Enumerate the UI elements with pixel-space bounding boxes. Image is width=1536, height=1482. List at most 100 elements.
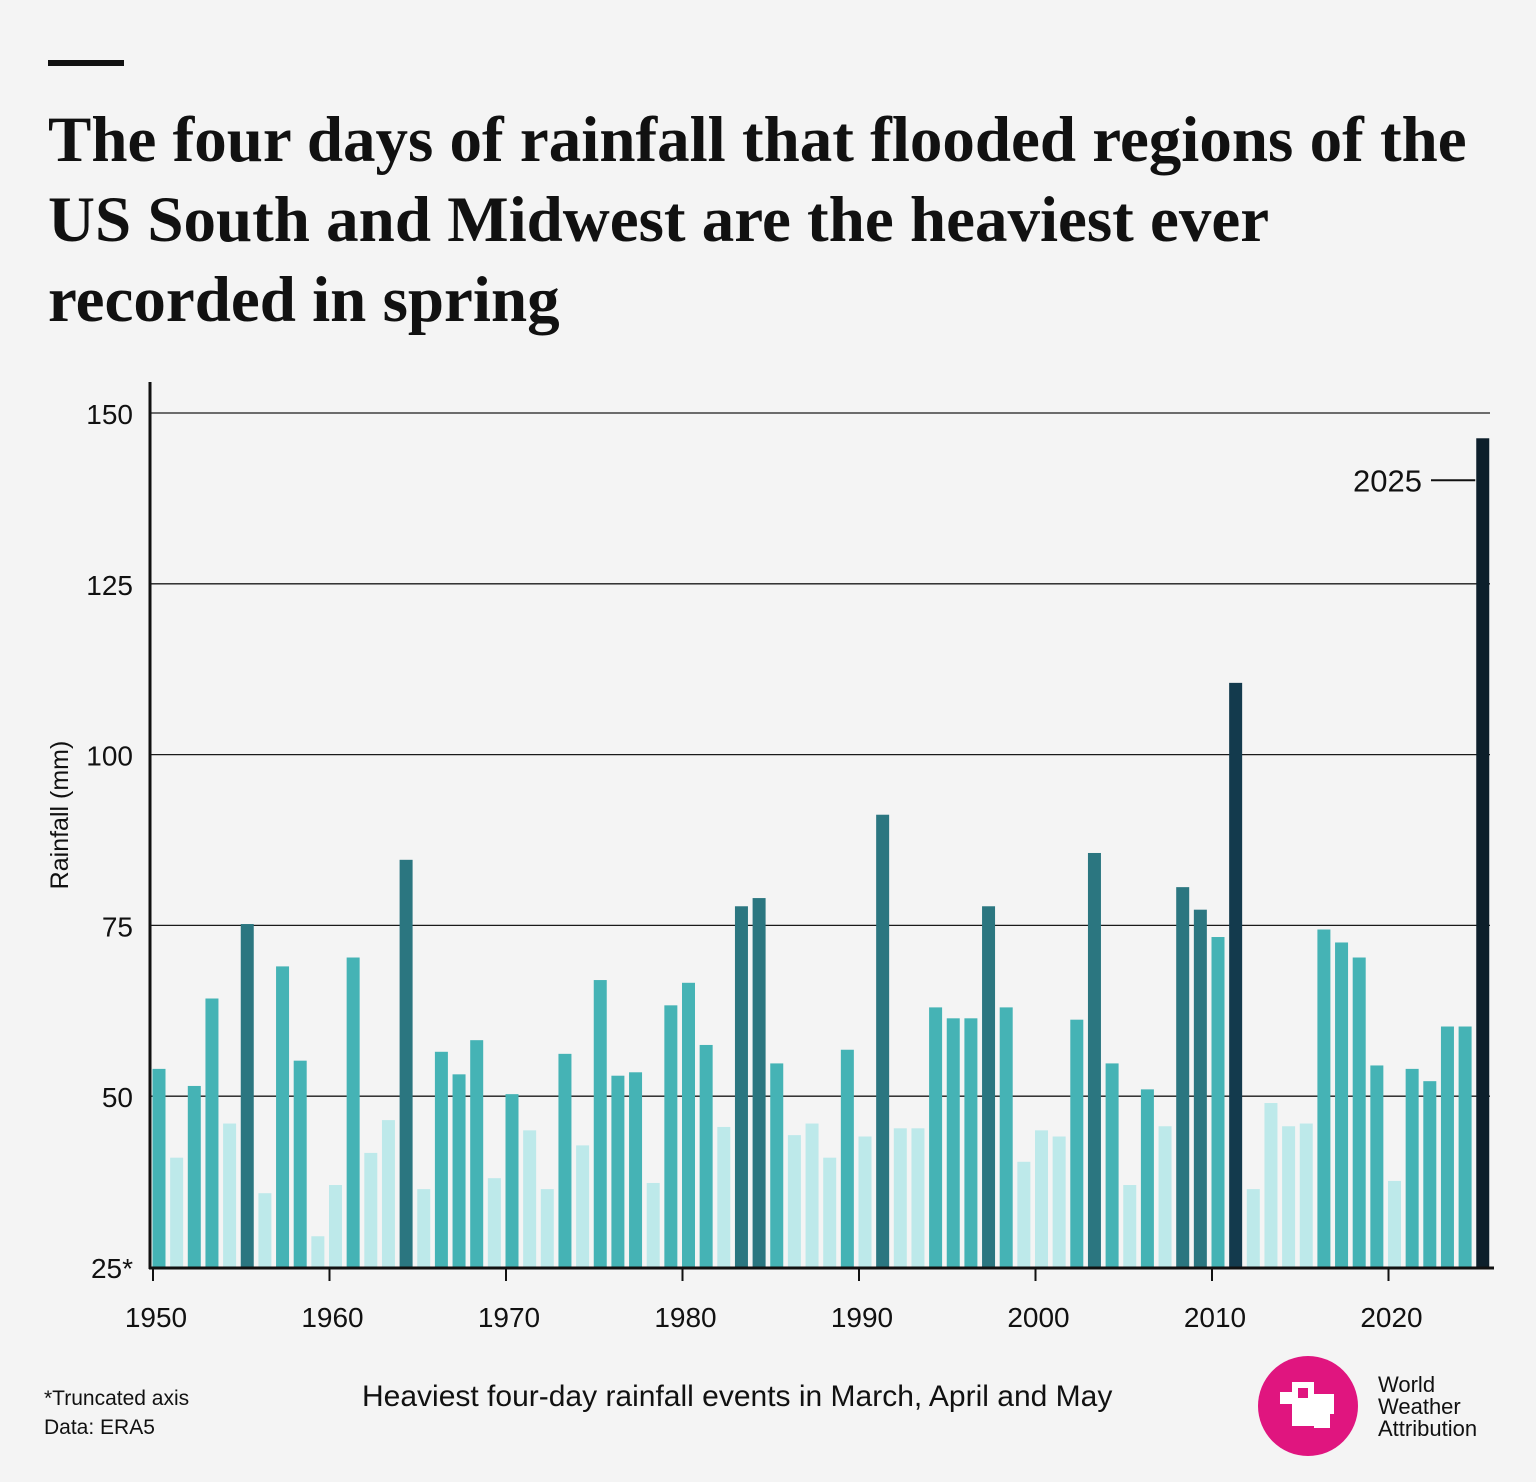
bar-1985 xyxy=(770,1063,784,1267)
wwa-logo-text: World Weather Attribution xyxy=(1378,1374,1477,1440)
bar-2014 xyxy=(1282,1126,1296,1267)
bar-2005 xyxy=(1123,1185,1137,1267)
bar-1986 xyxy=(787,1135,801,1267)
bar-2000 xyxy=(1035,1130,1048,1267)
y-tick-label: 125 xyxy=(86,570,133,601)
bar-1991 xyxy=(876,814,890,1267)
bar-1967 xyxy=(452,1074,466,1267)
bar-1995 xyxy=(946,1018,960,1267)
annotation-label-2025: 2025 xyxy=(1353,463,1422,498)
bar-2025 xyxy=(1476,438,1490,1267)
bar-2001 xyxy=(1052,1136,1066,1267)
bar-2019 xyxy=(1370,1065,1384,1267)
bar-1983 xyxy=(734,906,748,1267)
bar-2004 xyxy=(1105,1063,1119,1267)
x-tick-label: 1970 xyxy=(478,1302,540,1333)
bar-2012 xyxy=(1246,1189,1260,1267)
bar-2009 xyxy=(1193,909,1207,1267)
bar-1976 xyxy=(611,1075,625,1267)
bar-1980 xyxy=(682,982,695,1267)
bar-2015 xyxy=(1299,1123,1313,1267)
bar-1957 xyxy=(276,966,290,1267)
bar-1950 xyxy=(152,1068,166,1267)
bar-2021 xyxy=(1405,1068,1419,1267)
bar-1966 xyxy=(434,1051,448,1267)
bar-1993 xyxy=(911,1128,925,1267)
bar-1969 xyxy=(487,1178,501,1267)
bar-2008 xyxy=(1176,887,1190,1267)
x-tick-label: 1980 xyxy=(654,1302,716,1333)
x-tick-label: 2020 xyxy=(1360,1302,1422,1333)
wwa-logo-icon[interactable] xyxy=(1258,1356,1488,1460)
bar-1996 xyxy=(964,1018,978,1267)
bar-1964 xyxy=(399,859,413,1267)
bar-2016 xyxy=(1317,929,1331,1267)
bar-1952 xyxy=(187,1085,201,1267)
x-tick-label: 2000 xyxy=(1007,1302,1069,1333)
x-tick-label: 1950 xyxy=(125,1302,187,1333)
footnote: *Truncated axis Data: ERA5 xyxy=(44,1384,189,1442)
bar-1972 xyxy=(540,1189,554,1267)
bar-1982 xyxy=(717,1126,731,1267)
bar-2006 xyxy=(1140,1089,1154,1267)
bar-1959 xyxy=(311,1236,325,1267)
bar-1961 xyxy=(346,957,360,1267)
bar-2018 xyxy=(1352,957,1366,1267)
bar-2013 xyxy=(1264,1103,1278,1267)
bar-1988 xyxy=(823,1157,837,1267)
bar-1970 xyxy=(505,1094,519,1267)
y-tick-label: 25* xyxy=(91,1253,133,1284)
logo-line-2: Weather xyxy=(1378,1394,1461,1419)
bar-1953 xyxy=(205,998,219,1267)
bar-2002 xyxy=(1070,1019,1084,1267)
data-source-note: Data: ERA5 xyxy=(44,1416,155,1439)
truncated-axis-note: *Truncated axis xyxy=(44,1387,190,1410)
bar-1990 xyxy=(858,1136,872,1267)
bar-1992 xyxy=(893,1128,907,1267)
bar-1954 xyxy=(223,1123,237,1267)
bar-1951 xyxy=(170,1157,184,1267)
bar-2011 xyxy=(1229,682,1243,1267)
bar-1973 xyxy=(558,1053,572,1267)
bar-2022 xyxy=(1423,1081,1437,1267)
y-tick-label: 75 xyxy=(102,911,133,942)
x-axis-label: Heaviest four-day rainfall events in Mar… xyxy=(362,1380,1113,1413)
bar-1987 xyxy=(805,1123,819,1267)
bar-2003 xyxy=(1087,852,1101,1267)
bar-1974 xyxy=(576,1145,590,1267)
y-axis-label: Rainfall (mm) xyxy=(46,741,74,890)
bar-2010 xyxy=(1211,937,1225,1267)
bar-1999 xyxy=(1017,1161,1031,1267)
bar-1989 xyxy=(840,1049,854,1267)
bar-2020 xyxy=(1388,1180,1401,1267)
bar-1968 xyxy=(470,1040,484,1267)
bar-1960 xyxy=(329,1185,342,1267)
x-tick-label: 1990 xyxy=(831,1302,893,1333)
title-rule xyxy=(48,60,124,66)
bar-1971 xyxy=(523,1130,537,1267)
bar-2023 xyxy=(1440,1026,1454,1267)
bar-1978 xyxy=(646,1182,660,1267)
bar-1998 xyxy=(999,1007,1013,1267)
bar-1981 xyxy=(699,1044,713,1267)
bar-1994 xyxy=(929,1007,943,1267)
bar-1965 xyxy=(417,1189,431,1267)
bar-1962 xyxy=(364,1152,378,1267)
y-tick-label: 150 xyxy=(86,399,133,430)
y-tick-label: 100 xyxy=(86,741,133,772)
bar-2017 xyxy=(1335,942,1349,1267)
bar-1956 xyxy=(258,1193,272,1267)
bar-2024 xyxy=(1458,1026,1472,1267)
bar-1984 xyxy=(752,898,766,1267)
bar-1963 xyxy=(381,1120,395,1267)
bar-2007 xyxy=(1158,1126,1172,1267)
bar-1979 xyxy=(664,1005,678,1267)
y-tick-label: 50 xyxy=(102,1082,133,1113)
x-tick-label: 1960 xyxy=(301,1302,363,1333)
logo-line-3: Attribution xyxy=(1378,1416,1478,1441)
bar-1955 xyxy=(240,924,254,1267)
bar-1958 xyxy=(293,1060,307,1267)
page-title: The four days of rainfall that flooded r… xyxy=(48,104,1467,336)
logo-line-1: World xyxy=(1378,1372,1436,1397)
